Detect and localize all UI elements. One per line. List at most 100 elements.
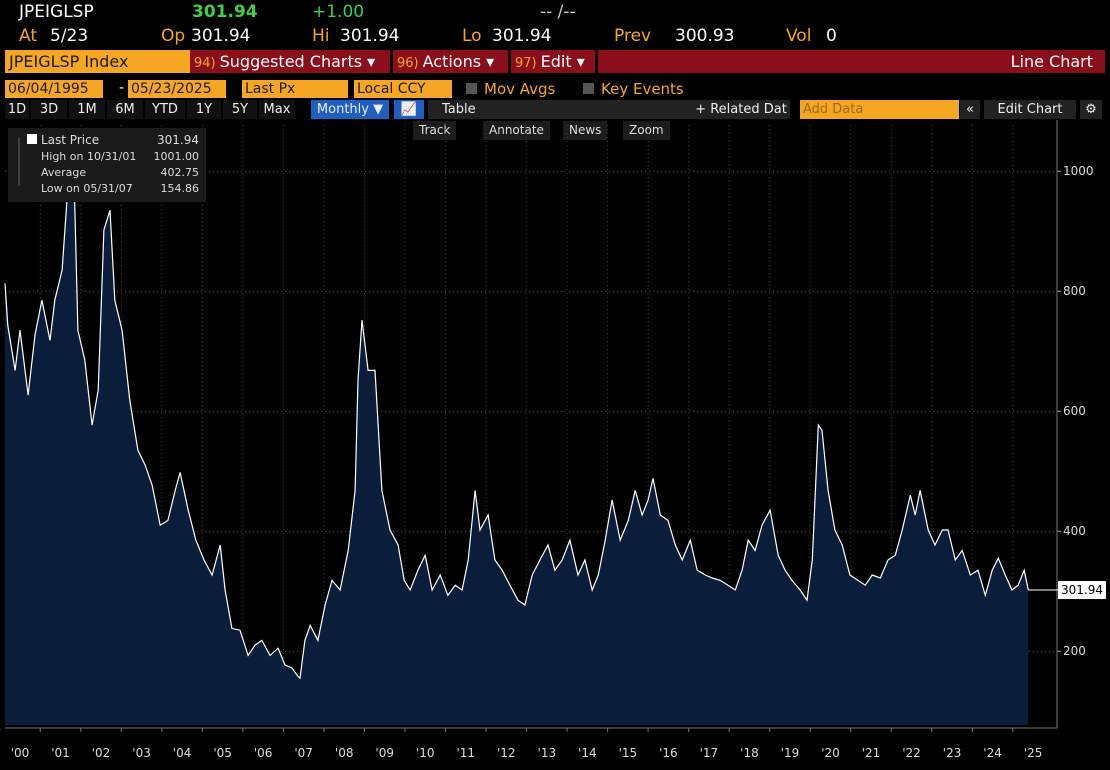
line: [4, 170, 1029, 680]
x-tick-label: '21: [862, 746, 881, 760]
y-tick-label: 600: [1063, 404, 1086, 418]
legend-label: Average: [41, 166, 86, 179]
x-tick-label: '22: [902, 746, 921, 760]
x-tick-label: '23: [943, 746, 962, 760]
menu-item[interactable]: 94) Suggested Charts ▾: [190, 50, 390, 73]
settings[interactable]: ⚙: [1080, 100, 1102, 119]
menu-label: Edit ▾: [540, 52, 585, 71]
x-tick-label: '11: [456, 746, 475, 760]
key-events[interactable]: Key Events: [601, 80, 684, 98]
x-tick-label: '25: [1024, 746, 1043, 760]
menu-item[interactable]: 97) Edit ▾: [511, 50, 595, 73]
last-value-box: [1058, 581, 1106, 600]
range-button[interactable]: Max: [259, 100, 295, 119]
security[interactable]: JPEIGLSP Index: [5, 50, 191, 73]
ticker: JPEIGLSP: [19, 2, 94, 22]
field[interactable]: Last Px: [242, 80, 348, 98]
x-tick-label: '00: [11, 746, 30, 760]
label: Prev: [614, 26, 652, 46]
value: 0: [826, 26, 837, 46]
bidask: -- /--: [540, 2, 576, 22]
menu-num: 96): [397, 56, 419, 71]
legend-label: Last Price: [41, 133, 99, 147]
legend-label: High on 10/31/01: [41, 150, 136, 163]
legend-box: [8, 128, 206, 202]
x-tick-label: '17: [700, 746, 719, 760]
menu-num: 94): [194, 56, 216, 71]
label: At: [19, 26, 37, 46]
label: Hi: [312, 26, 330, 46]
mov-avgs[interactable]: Mov Avgs: [484, 80, 556, 98]
collapse[interactable]: «: [960, 100, 980, 119]
related[interactable]: + Related Dat: [692, 100, 790, 119]
y-tick-label: 800: [1063, 284, 1086, 298]
period[interactable]: Monthly ▼: [311, 100, 389, 119]
value: 5/23: [50, 26, 89, 46]
chart-icon[interactable]: 📈: [394, 100, 424, 119]
table[interactable]: Table: [428, 100, 702, 119]
legend-value: 1001.00: [154, 150, 200, 163]
x-tick-label: '15: [619, 746, 638, 760]
x-tick-label: '16: [659, 746, 678, 760]
x-tick-label: '09: [375, 746, 394, 760]
range-button[interactable]: 1D: [5, 100, 29, 119]
x-tick-label: '06: [254, 746, 273, 760]
x-tick-label: '02: [92, 746, 111, 760]
legend-value: 301.94: [157, 133, 199, 147]
range-button[interactable]: 3D: [31, 100, 67, 119]
range-button[interactable]: 1M: [69, 100, 105, 119]
tool-button[interactable]: Zoom: [623, 121, 670, 140]
y-tick-label: 200: [1063, 644, 1086, 658]
last: 301.94: [192, 2, 258, 22]
range-button[interactable]: 5Y: [223, 100, 257, 119]
menu-num: 97): [515, 56, 537, 71]
legend-label: Low on 05/31/07: [41, 182, 133, 195]
range-button[interactable]: 1Y: [187, 100, 221, 119]
tool-button[interactable]: News: [563, 121, 608, 140]
menu-label: Suggested Charts ▾: [219, 52, 376, 71]
start-date[interactable]: 06/04/1995: [5, 80, 103, 98]
legend-value: 154.86: [161, 182, 200, 195]
chart: 200 400 600 800 1000 '00 '01 '02 '03 '04 '05 '06 '07…: [0, 120, 1106, 760]
x-tick-label: '24: [983, 746, 1002, 760]
x-tick-label: '19: [781, 746, 800, 760]
end-date[interactable]: 05/23/2025: [128, 80, 226, 98]
x-tick-label: '14: [578, 746, 597, 760]
label: Op: [161, 26, 186, 46]
menu-item[interactable]: 96) Actions ▾: [393, 50, 508, 73]
value: 301.94: [191, 26, 251, 46]
x-tick-label: '03: [132, 746, 151, 760]
range-button[interactable]: YTD: [145, 100, 185, 119]
edit-chart[interactable]: Edit Chart: [984, 100, 1076, 119]
chart-kind-label: Line Chart: [1010, 52, 1093, 71]
dash: -: [119, 80, 125, 96]
change: +1.00: [312, 2, 365, 22]
y-tick-label: 400: [1063, 524, 1086, 538]
label: Lo: [462, 26, 482, 46]
x-tick-label: '08: [335, 746, 354, 760]
x-tick-label: '20: [821, 746, 840, 760]
x-tick-label: '07: [294, 746, 313, 760]
checkbox[interactable]: [466, 83, 477, 94]
x-tick-label: '05: [213, 746, 232, 760]
value: 301.94: [340, 26, 400, 46]
currency[interactable]: Local CCY: [354, 80, 452, 98]
x-tick-label: '04: [173, 746, 192, 760]
menu-label: Actions ▾: [422, 52, 495, 71]
tool-button[interactable]: Annotate: [483, 121, 550, 140]
checkbox[interactable]: [583, 83, 594, 94]
value: 300.93: [675, 26, 735, 46]
label: Vol: [786, 26, 812, 46]
x-tick-label: '01: [51, 746, 70, 760]
last-value-label: 301.94: [1061, 583, 1103, 597]
range-button[interactable]: 6M: [107, 100, 143, 119]
value: 301.94: [492, 26, 552, 46]
add-data[interactable]: Add Data: [800, 100, 959, 119]
x-tick-label: '18: [740, 746, 759, 760]
legend-swatch: [27, 134, 37, 144]
legend-value: 402.75: [161, 166, 200, 179]
x-tick-label: '10: [416, 746, 435, 760]
area: [5, 170, 1029, 726]
y-tick-label: 1000: [1063, 164, 1094, 178]
